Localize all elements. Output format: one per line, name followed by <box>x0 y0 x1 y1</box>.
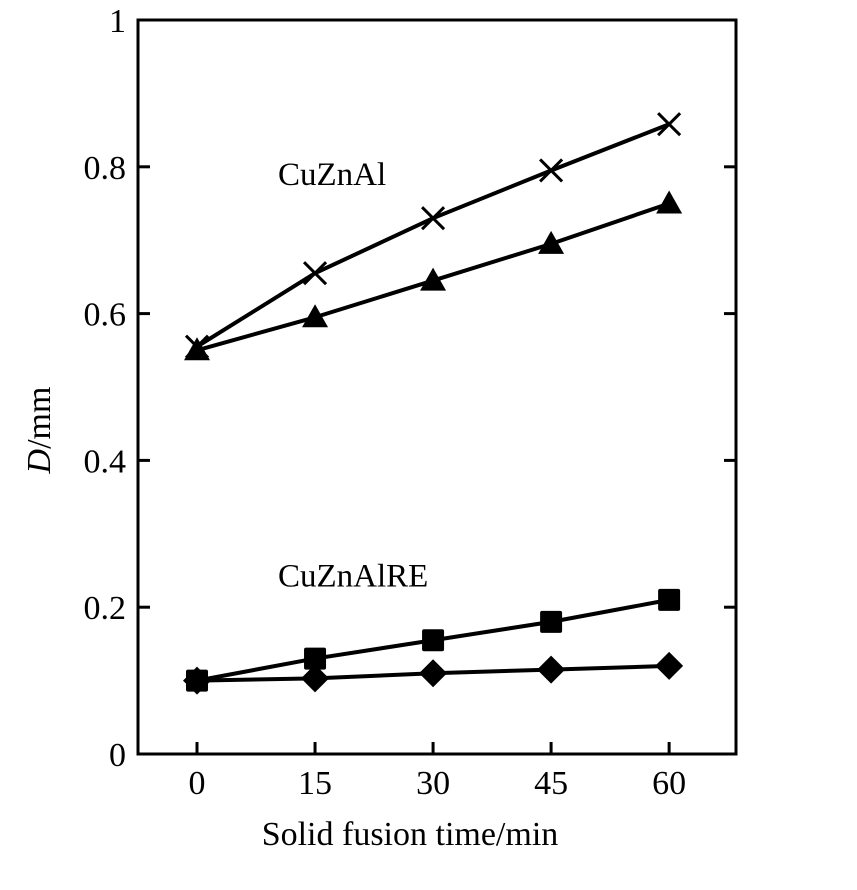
y-axis-title: D/mm <box>21 387 58 475</box>
y-tick-label: 0.8 <box>84 150 127 187</box>
y-tick-label: 0.4 <box>84 443 127 480</box>
y-tick-label: 1 <box>109 3 126 40</box>
point-triangle <box>420 267 447 291</box>
x-tick-label: 60 <box>652 765 686 802</box>
point-triangle <box>656 190 683 214</box>
point-cross <box>539 158 564 183</box>
plot-frame <box>136 18 738 756</box>
point-cross <box>421 206 446 231</box>
y-tick-label: 0 <box>109 737 126 774</box>
annotation-label: CuZnAlRE <box>278 559 428 595</box>
x-tick-label: 15 <box>298 765 332 802</box>
point-triangle <box>538 230 565 254</box>
x-tick-label: 30 <box>416 765 450 802</box>
series-layer <box>183 112 684 695</box>
series-line-cross <box>195 122 670 349</box>
point-triangle <box>184 337 211 361</box>
point-cross <box>657 112 682 137</box>
point-square <box>540 610 563 633</box>
y-axis-title-unit: /mm <box>21 387 58 449</box>
annotation-label: CuZnAl <box>278 157 386 193</box>
annotations: CuZnAl CuZnAlRE <box>278 157 428 594</box>
x-axis-title: Solid fusion time/min <box>262 816 559 853</box>
point-cross <box>302 261 328 286</box>
point-square <box>304 647 327 670</box>
y-axis-title-symbol: D <box>21 448 58 474</box>
y-tick-label: 0.2 <box>84 590 127 627</box>
point-triangle <box>302 304 329 328</box>
point-square <box>658 588 681 611</box>
point-square <box>422 629 445 652</box>
point-diamond <box>537 655 566 684</box>
x-tick-label: 45 <box>534 765 568 802</box>
x-tick-label: 0 <box>189 765 206 802</box>
point-diamond <box>419 659 448 688</box>
point-diamond <box>301 664 330 693</box>
point-diamond <box>655 651 684 680</box>
axis-ticks: 0 0.2 0.4 0.6 0.8 1 0 15 30 45 60 <box>84 3 736 802</box>
point-diamond <box>183 666 212 695</box>
y-tick-label: 0.6 <box>84 297 127 334</box>
